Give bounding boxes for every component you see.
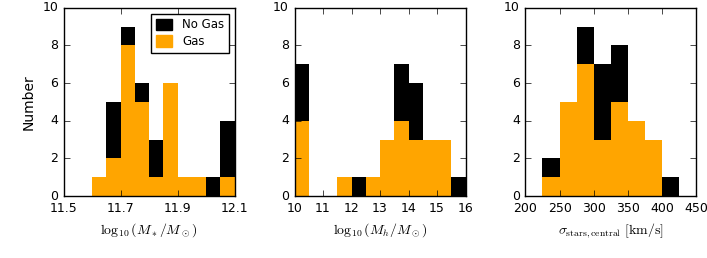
Bar: [135, 83, 149, 196]
Bar: [559, 102, 577, 196]
Bar: [594, 140, 611, 196]
Bar: [380, 140, 395, 196]
X-axis label: $\log_{10}(M_h/M_\odot)$: $\log_{10}(M_h/M_\odot)$: [333, 222, 427, 239]
Bar: [206, 177, 221, 196]
Bar: [366, 177, 380, 196]
Bar: [351, 177, 366, 196]
Bar: [221, 177, 235, 196]
Bar: [542, 158, 559, 196]
Bar: [177, 177, 192, 196]
Bar: [366, 177, 380, 196]
Bar: [409, 83, 423, 196]
Bar: [611, 102, 628, 196]
Bar: [437, 140, 451, 196]
X-axis label: $\sigma_{\mathrm{stars,central}}\ [\mathrm{km/s}]$: $\sigma_{\mathrm{stars,central}}\ [\math…: [558, 222, 664, 240]
Bar: [192, 177, 206, 196]
Bar: [106, 102, 121, 196]
Bar: [437, 158, 451, 196]
Bar: [163, 102, 177, 196]
Bar: [451, 177, 465, 196]
X-axis label: $\log_{10}(M_*/M_\odot)$: $\log_{10}(M_*/M_\odot)$: [100, 222, 198, 239]
Bar: [380, 140, 395, 196]
Bar: [423, 140, 437, 196]
Bar: [149, 140, 163, 196]
Bar: [221, 121, 235, 196]
Bar: [611, 45, 628, 196]
Bar: [121, 45, 135, 196]
Bar: [645, 140, 662, 196]
Bar: [106, 158, 121, 196]
Bar: [121, 27, 135, 196]
Bar: [662, 177, 679, 196]
Bar: [395, 121, 409, 196]
Bar: [163, 83, 177, 196]
Bar: [645, 140, 662, 196]
Legend: No Gas, Gas: No Gas, Gas: [151, 14, 229, 53]
Bar: [594, 64, 611, 196]
Bar: [559, 140, 577, 196]
Bar: [577, 64, 594, 196]
Y-axis label: Number: Number: [21, 74, 35, 130]
Bar: [395, 64, 409, 196]
Bar: [192, 177, 206, 196]
Bar: [135, 102, 149, 196]
Bar: [577, 27, 594, 196]
Bar: [92, 177, 106, 196]
Bar: [423, 140, 437, 196]
Bar: [542, 177, 559, 196]
Bar: [409, 140, 423, 196]
Bar: [337, 177, 351, 196]
Bar: [92, 177, 106, 196]
Bar: [149, 177, 163, 196]
Bar: [295, 64, 309, 196]
Bar: [295, 121, 309, 196]
Bar: [628, 140, 645, 196]
Bar: [177, 177, 192, 196]
Bar: [628, 121, 645, 196]
